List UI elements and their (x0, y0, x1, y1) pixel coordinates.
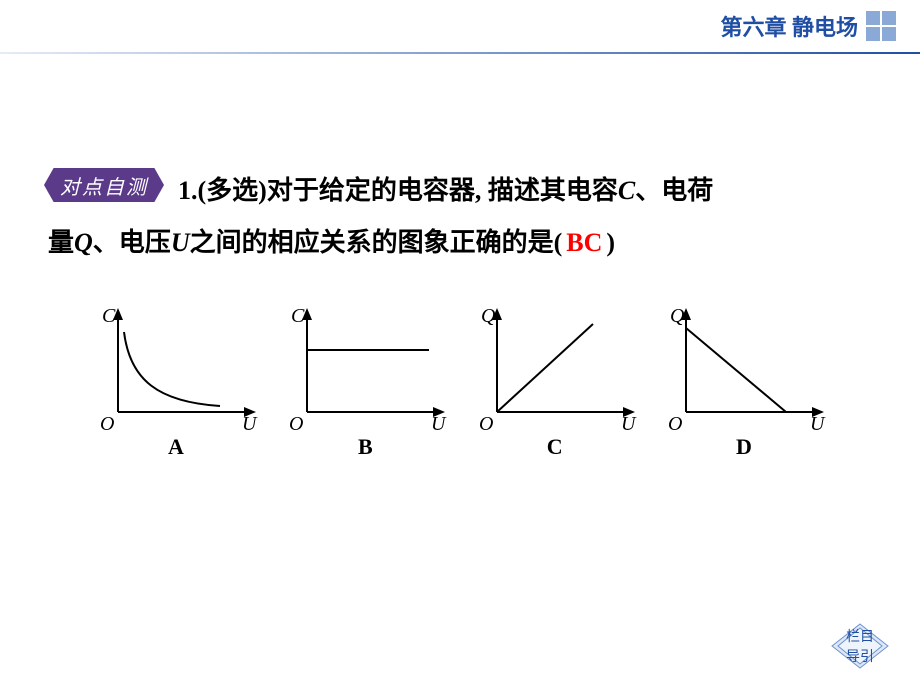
svg-text:U: U (431, 413, 447, 430)
svg-text:U: U (621, 413, 637, 430)
graph-svg: C U O (277, 300, 453, 430)
chapter-title: 第六章 静电场 (720, 10, 858, 42)
q-number: 1. (178, 176, 198, 205)
svg-text:U: U (810, 413, 826, 430)
svg-text:U: U (242, 413, 258, 430)
nav-line2: 导引 (846, 646, 874, 666)
question-line-2: 量Q、电压U之间的相应关系的图象正确的是(BC) (48, 220, 880, 267)
graphs-row: C U O A C U O B Q U O C Q U O D (88, 300, 832, 470)
nav-button[interactable]: 栏目 导引 (830, 622, 890, 670)
header-rule (0, 52, 920, 54)
svg-text:O: O (100, 413, 114, 430)
svg-text:Q: Q (670, 305, 685, 327)
top-border (0, 0, 920, 2)
q-prefix: (多选) (198, 176, 267, 205)
q-close: ) (606, 228, 615, 257)
graph-D: Q U O D (656, 300, 832, 470)
svg-text:O: O (479, 413, 493, 430)
graph-label: C (547, 434, 563, 460)
answer-text: BC (562, 228, 606, 257)
svg-text:C: C (291, 305, 305, 327)
graph-svg: Q U O (656, 300, 832, 430)
q-var-Q: Q (74, 228, 93, 257)
q-var-U: U (171, 228, 190, 257)
graph-C: Q U O C (467, 300, 643, 470)
q-text-1: 对于给定的电容器, 描述其电容 (267, 176, 618, 205)
svg-text:O: O (289, 413, 303, 430)
q-lead: 量 (48, 228, 74, 257)
question-line-1: 1.(多选)对于给定的电容器, 描述其电容C、电荷 (178, 168, 880, 215)
q-var-C: C (618, 176, 635, 205)
q-sep-1: 、电荷 (635, 176, 713, 205)
graph-label: B (358, 434, 373, 460)
graph-label: A (168, 434, 184, 460)
section-badge: 对点自测 (44, 168, 164, 202)
q-text-2: 之间的相应关系的图象正确的是( (190, 228, 563, 257)
svg-text:Q: Q (481, 305, 496, 327)
graph-svg: Q U O (467, 300, 643, 430)
graph-B: C U O B (277, 300, 453, 470)
header-decoration (866, 11, 896, 41)
q-sep-2: 、电压 (93, 228, 171, 257)
graph-label: D (736, 434, 752, 460)
page-header: 第六章 静电场 (720, 10, 896, 42)
svg-text:C: C (102, 305, 116, 327)
graph-svg: C U O (88, 300, 264, 430)
graph-A: C U O A (88, 300, 264, 470)
svg-text:O: O (668, 413, 682, 430)
nav-line1: 栏目 (846, 626, 874, 646)
